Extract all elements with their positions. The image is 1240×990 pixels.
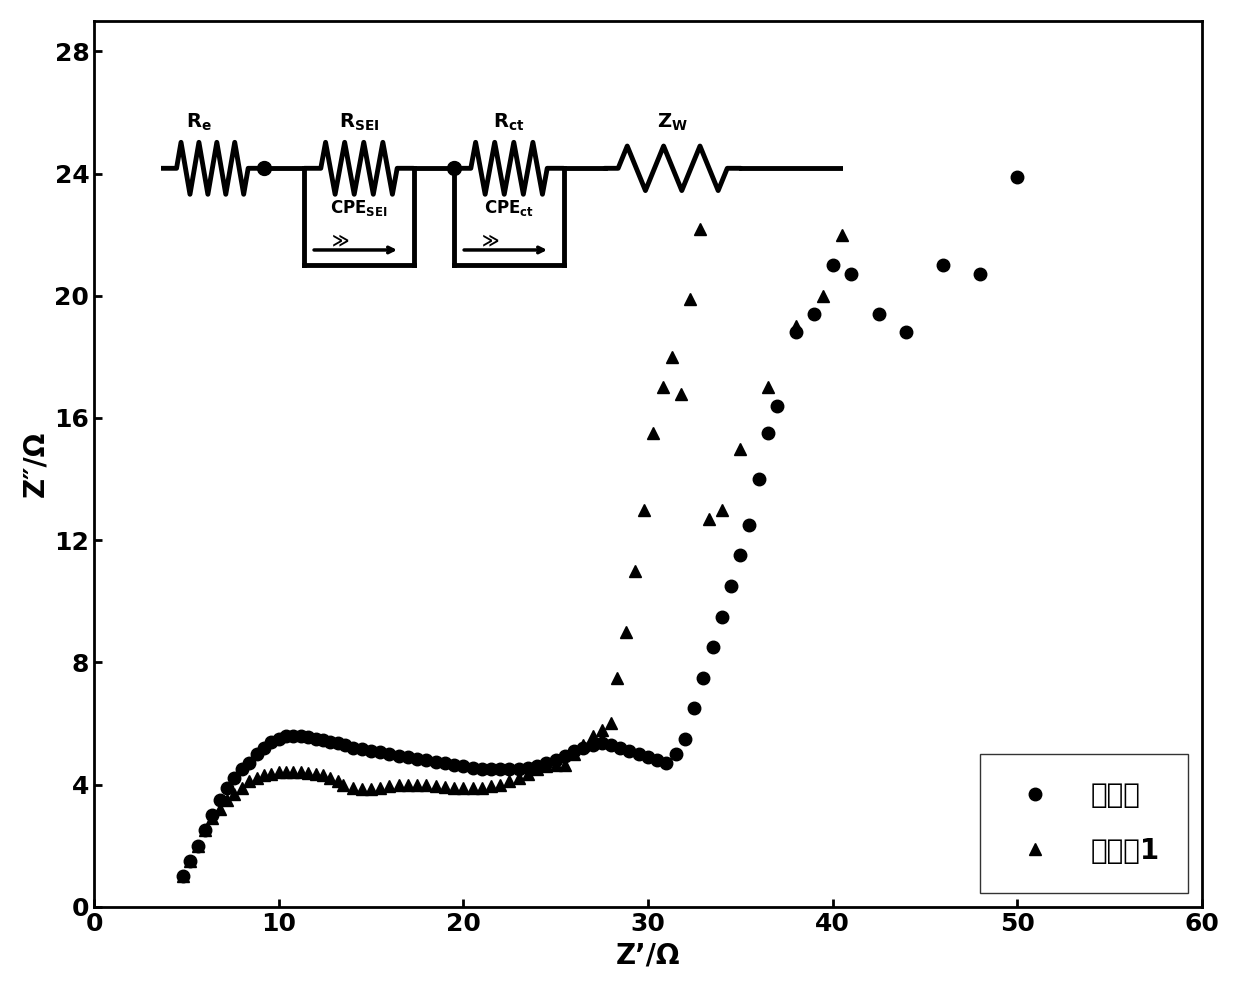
对比例 xyxy=(316,735,331,746)
Text: $\mathbf{\gg}$: $\mathbf{\gg}$ xyxy=(477,233,500,250)
实施例1 xyxy=(175,870,190,882)
对比例 xyxy=(548,754,563,766)
对比例 xyxy=(428,755,443,767)
实施例1 xyxy=(212,803,227,815)
Legend: 对比例, 实施例1: 对比例, 实施例1 xyxy=(980,753,1188,893)
对比例 xyxy=(175,870,190,882)
实施例1 xyxy=(492,778,507,790)
Text: $\mathbf{CPE_{SEI}}$: $\mathbf{CPE_{SEI}}$ xyxy=(330,198,388,218)
对比例 xyxy=(658,757,673,769)
Text: $\mathbf{R_{ct}}$: $\mathbf{R_{ct}}$ xyxy=(494,112,525,133)
实施例1 xyxy=(272,766,286,778)
实施例1 xyxy=(692,223,707,235)
实施例1 xyxy=(835,229,849,241)
实施例1 xyxy=(816,290,831,302)
Text: $\mathbf{R_e}$: $\mathbf{R_e}$ xyxy=(186,112,212,133)
X-axis label: Z’/Ω: Z’/Ω xyxy=(616,941,681,969)
Line: 对比例: 对比例 xyxy=(176,170,1023,882)
Text: $\mathbf{CPE_{ct}}$: $\mathbf{CPE_{ct}}$ xyxy=(484,198,534,218)
Text: $\mathbf{Z_W}$: $\mathbf{Z_W}$ xyxy=(657,112,688,133)
Y-axis label: Z″/Ω: Z″/Ω xyxy=(21,431,48,497)
对比例 xyxy=(1009,170,1024,182)
实施例1 xyxy=(336,778,351,790)
实施例1 xyxy=(345,782,360,794)
Text: $\mathbf{\gg}$: $\mathbf{\gg}$ xyxy=(327,233,350,250)
对比例 xyxy=(419,754,434,766)
对比例 xyxy=(330,738,345,749)
Line: 实施例1: 实施例1 xyxy=(176,223,848,882)
Text: $\mathbf{R_{SEI}}$: $\mathbf{R_{SEI}}$ xyxy=(339,112,379,133)
